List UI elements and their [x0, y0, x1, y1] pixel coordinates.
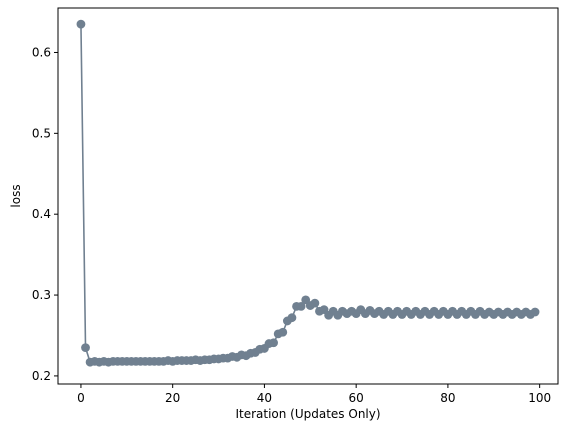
- data-point: [287, 313, 297, 323]
- plot-area: [76, 19, 540, 367]
- data-point: [296, 301, 306, 311]
- axes-frame: [57, 7, 559, 385]
- data-point: [269, 338, 278, 348]
- data-point: [81, 343, 90, 353]
- y-axis-title: loss: [9, 184, 23, 207]
- axis-ticks: 0 20 40 60 80 100 0.2 0.3 0.4 0.5 0.6: [32, 45, 551, 405]
- x-tick-label: 100: [528, 391, 551, 405]
- data-point: [76, 19, 86, 29]
- y-tick-label: 0.3: [32, 288, 51, 302]
- y-tick-label: 0.5: [32, 126, 51, 140]
- data-point: [278, 327, 288, 337]
- x-tick-label: 60: [349, 391, 364, 405]
- x-tick-label: 40: [257, 391, 272, 405]
- x-tick-label: 20: [165, 391, 180, 405]
- x-tick-label: 0: [77, 391, 85, 405]
- data-point: [310, 298, 320, 308]
- x-axis-title: Iteration (Updates Only): [235, 407, 380, 421]
- data-point: [530, 307, 540, 317]
- x-tick-label: 80: [440, 391, 455, 405]
- y-tick-label: 0.2: [32, 369, 51, 383]
- y-tick-label: 0.6: [32, 45, 51, 59]
- y-tick-label: 0.4: [32, 207, 51, 221]
